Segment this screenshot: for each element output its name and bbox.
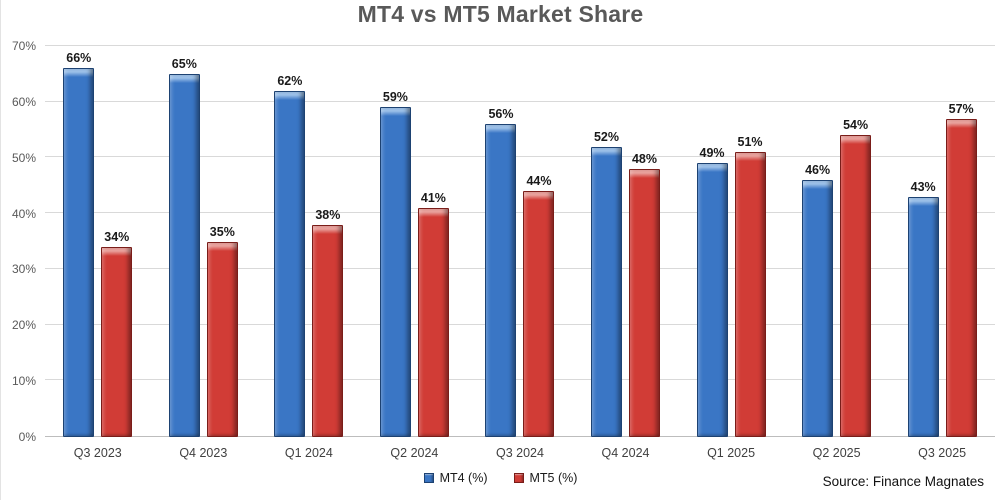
plot-area [45, 45, 995, 437]
data-label: 59% [382, 90, 408, 105]
bar-groups: 66% 34% Q3 2023 65% 35% Q4 2023 62% 38% Q1 2024 5… [45, 46, 995, 465]
data-label: 48% [631, 151, 658, 166]
data-label: 38% [315, 207, 341, 222]
mt4-bar: 59% [379, 90, 411, 437]
x-tick-label: Q4 2024 [601, 446, 650, 460]
y-tick-label: 70% [11, 39, 36, 53]
legend-label: MT4 (%) [439, 471, 488, 485]
legend-item-mt4: MT4 (%) [423, 471, 488, 485]
mt5-bar: 51% [734, 135, 766, 437]
mt5-bar: 48% [629, 152, 660, 437]
x-tick-label: Q3 2025 [918, 446, 967, 460]
y-tick-label: 0% [18, 430, 36, 444]
category-group: 43% 57% Q3 2025 [907, 46, 977, 465]
x-tick-label: Q2 2025 [812, 446, 861, 460]
data-label: 52% [593, 129, 620, 144]
gridline-20 [45, 323, 995, 325]
mt5-bar: 41% [417, 191, 449, 437]
mt5-bar: 38% [312, 208, 344, 437]
data-label: 56% [488, 107, 514, 122]
mt5-bar: 54% [840, 118, 872, 437]
gridlines [45, 45, 995, 437]
y-tick-label: 40% [11, 206, 36, 221]
data-label: 51% [737, 135, 763, 150]
chart-title: MT4 vs MT5 Market Share [357, 1, 644, 27]
x-tick-label: Q2 2024 [390, 446, 439, 460]
category-group: 65% 35% Q4 2023 [168, 46, 238, 465]
mt5-bar: 44% [523, 174, 555, 437]
x-tick-label: Q4 2023 [179, 446, 228, 460]
bar-pair: 62% 38% [274, 46, 344, 437]
mt4-legend-swatch [423, 473, 434, 483]
mt4-bar: 43% [907, 180, 939, 437]
legend: MT4 (%) MT5 (%) [1, 471, 1000, 485]
mt4-bar: 49% [696, 146, 728, 437]
x-tick-label: Q3 2023 [73, 446, 122, 460]
category-group: 62% 38% Q1 2024 [274, 46, 344, 465]
bar-pair: 59% 41% [379, 46, 449, 437]
y-tick-label: 60% [11, 94, 36, 109]
y-tick-label: 20% [11, 318, 36, 333]
bar-pair: 46% 54% [802, 46, 872, 437]
y-tick-label: 50% [11, 150, 36, 165]
mt5-legend-swatch [513, 473, 524, 483]
gridline-70 [45, 45, 995, 46]
bar-pair: 66% 34% [63, 46, 133, 437]
data-label: 66% [66, 51, 92, 66]
mt4-bar: 62% [274, 74, 306, 437]
gridline-10 [45, 379, 995, 381]
mt5-bar: 57% [945, 102, 977, 437]
gridline-50 [45, 156, 995, 158]
data-label: 44% [526, 174, 552, 189]
data-label: 49% [699, 146, 725, 161]
category-group: 49% 51% Q1 2025 [696, 46, 766, 465]
x-tick-label: Q1 2025 [707, 446, 756, 460]
legend-item-mt5: MT5 (%) [513, 471, 578, 485]
mt5-bar: 35% [206, 225, 238, 437]
data-label: 54% [843, 118, 869, 133]
mt4-bar: 65% [168, 57, 200, 437]
gridline-30 [45, 267, 995, 269]
mt4-bar: 66% [63, 51, 95, 437]
mt4-bar: 46% [802, 163, 834, 437]
data-label: 35% [209, 224, 235, 239]
bar-pair: 52% 48% [591, 46, 660, 437]
category-group: 56% 44% Q3 2024 [485, 46, 555, 465]
gridline-40 [45, 212, 995, 214]
bar-pair: 49% 51% [696, 46, 766, 437]
category-group: 46% 54% Q2 2025 [802, 46, 872, 465]
bar-pair: 43% 57% [907, 46, 977, 437]
data-label: 62% [277, 73, 303, 88]
data-label: 41% [420, 191, 446, 205]
mt4-bar: 52% [591, 130, 622, 437]
legend-label: MT5 (%) [529, 471, 578, 485]
category-group: 59% 41% Q2 2024 [379, 46, 449, 465]
data-label: 65% [171, 56, 197, 71]
x-tick-label: Q1 2024 [284, 446, 333, 460]
data-label: 57% [948, 101, 974, 116]
x-tick-label: Q3 2024 [495, 446, 544, 460]
y-tick-label: 30% [11, 262, 36, 277]
data-label: 43% [910, 179, 936, 194]
bar-pair: 65% 35% [168, 46, 238, 437]
mt4-bar: 56% [485, 107, 517, 437]
mt5-bar: 34% [101, 230, 133, 437]
category-group: 52% 48% Q4 2024 [591, 46, 660, 465]
source-note: Source: Finance Magnates [822, 474, 984, 489]
bar-pair: 56% 44% [485, 46, 555, 437]
data-label: 34% [104, 230, 130, 245]
y-tick-label: 10% [11, 374, 36, 389]
y-axis-labels: 0% 10% 20% 30% 40% 50% 60% 70% [3, 39, 39, 444]
data-label: 46% [805, 163, 831, 178]
category-group: 66% 34% Q3 2023 [63, 46, 133, 465]
gridline-60 [45, 100, 995, 102]
